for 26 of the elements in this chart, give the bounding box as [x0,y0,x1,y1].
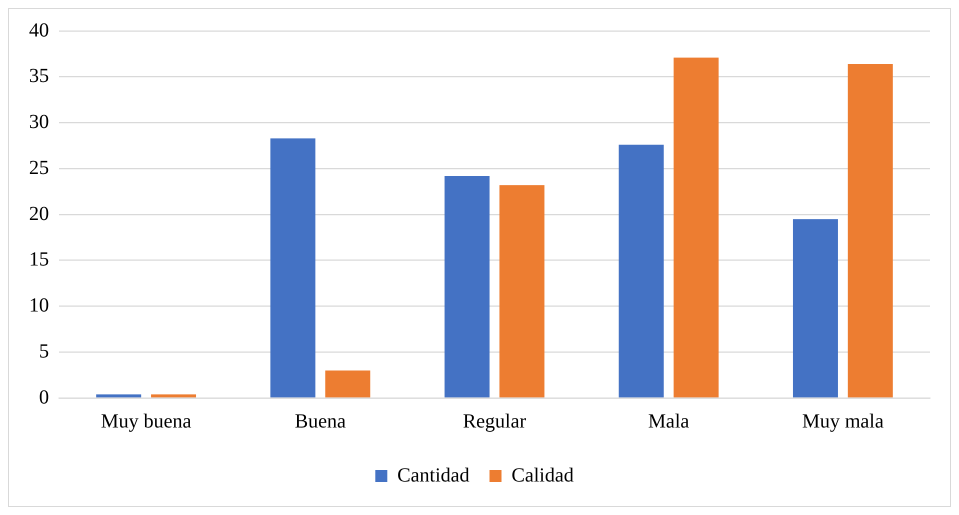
y-tick-label: 10 [29,294,49,316]
x-tick-label: Muy mala [802,410,884,432]
legend-label: Cantidad [397,464,470,486]
bar [96,394,142,398]
bar [151,394,196,398]
x-tick-label: Mala [648,410,690,432]
bar [618,144,664,398]
bar [792,219,838,398]
y-tick-label: 0 [39,386,49,408]
y-tick-label: 15 [29,248,49,271]
x-tick-label: Regular [462,410,526,432]
y-tick-label: 35 [29,65,49,88]
bar [325,370,370,398]
legend-label: Calidad [512,464,574,486]
bar [270,138,316,398]
y-tick-label: 30 [29,111,49,133]
bar [444,176,490,398]
bar [848,64,893,398]
x-tick-label: Buena [294,410,346,432]
bar [499,185,544,398]
y-tick-label: 5 [39,340,49,362]
x-tick-label: Muy buena [100,410,192,432]
y-tick-label: 40 [29,19,49,42]
y-tick-label: 25 [29,156,49,179]
bar [674,58,719,398]
y-tick-label: 20 [29,202,49,225]
